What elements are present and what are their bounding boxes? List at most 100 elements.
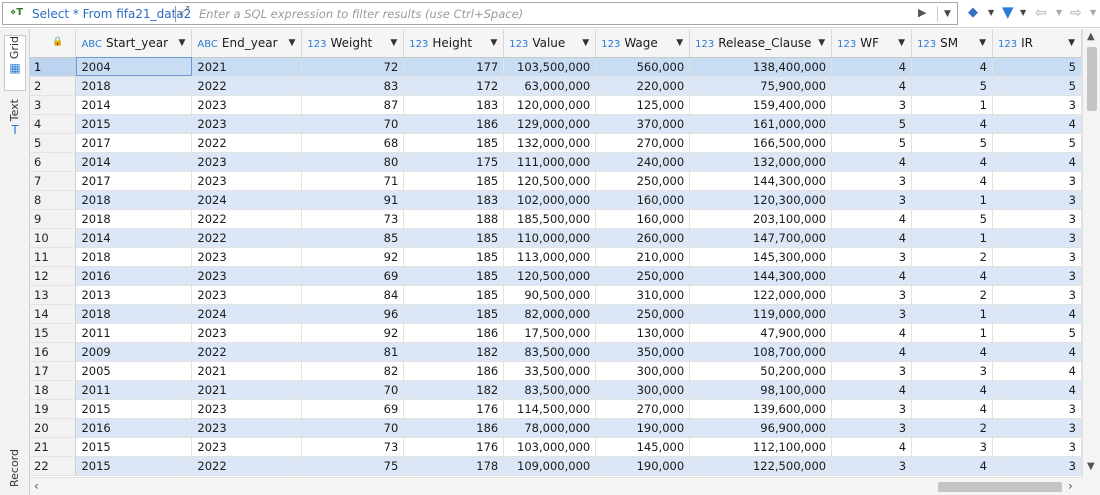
row-number[interactable]: 5: [30, 133, 77, 153]
filter-icon[interactable]: ▼: [1002, 3, 1014, 21]
table-cell[interactable]: 5: [992, 76, 1082, 96]
table-cell[interactable]: 108,700,000: [689, 342, 833, 362]
table-cell[interactable]: 2015: [75, 456, 193, 476]
table-cell[interactable]: 190,000: [595, 456, 691, 476]
row-number[interactable]: 7: [30, 171, 77, 191]
table-cell[interactable]: 350,000: [595, 342, 691, 362]
table-row[interactable]: 6 2014 2023 80 175 111,000,000 240,000 132,000,…: [30, 152, 1082, 172]
table-cell[interactable]: 139,600,000: [689, 399, 833, 419]
table-cell[interactable]: 125,000: [595, 95, 691, 115]
table-cell[interactable]: 3: [992, 266, 1082, 286]
table-cell[interactable]: 4: [911, 266, 993, 286]
table-cell[interactable]: 186: [403, 114, 505, 134]
tab-text[interactable]: Text T: [4, 99, 26, 163]
table-row[interactable]: 18 2011 2021 70 182 83,500,000 300,000 98,100,0…: [30, 380, 1082, 400]
table-cell[interactable]: 3: [831, 361, 913, 381]
table-cell[interactable]: 144,300,000: [689, 171, 833, 191]
table-row[interactable]: 7 2017 2023 71 185 120,500,000 250,000 144,300,…: [30, 171, 1082, 191]
table-cell[interactable]: 72: [301, 57, 405, 77]
table-cell[interactable]: 250,000: [595, 266, 691, 286]
arrow-left-icon[interactable]: ⇦: [1035, 5, 1047, 21]
table-cell[interactable]: 138,400,000: [689, 57, 833, 77]
table-cell[interactable]: 182: [403, 342, 505, 362]
table-row[interactable]: 4 2015 2023 70 186 129,000,000 370,000 161,000,…: [30, 114, 1082, 134]
table-cell[interactable]: 370,000: [595, 114, 691, 134]
table-cell[interactable]: 80: [301, 152, 405, 172]
table-cell[interactable]: 3: [992, 95, 1082, 115]
table-cell[interactable]: 4: [831, 323, 913, 343]
table-cell[interactable]: 4: [911, 171, 993, 191]
table-cell[interactable]: 69: [301, 399, 405, 419]
table-cell[interactable]: 47,900,000: [689, 323, 833, 343]
chevron-down-icon[interactable]: ▼: [1056, 8, 1063, 17]
table-cell[interactable]: 71: [301, 171, 405, 191]
table-cell[interactable]: 83: [301, 76, 405, 96]
table-cell[interactable]: 2021: [191, 380, 303, 400]
table-cell[interactable]: 4: [911, 399, 993, 419]
table-cell[interactable]: 145,000: [595, 437, 691, 457]
row-number[interactable]: 13: [30, 285, 77, 305]
table-cell[interactable]: 185: [403, 304, 505, 324]
column-header-weight[interactable]: 123 Weight ▼: [301, 29, 405, 58]
table-cell[interactable]: 4: [831, 209, 913, 229]
table-cell[interactable]: 2023: [191, 285, 303, 305]
row-number[interactable]: 2: [30, 76, 77, 96]
table-row[interactable]: 1 2004 2021 72 177 103,500,000 560,000 138,400,…: [30, 57, 1082, 77]
table-cell[interactable]: 2021: [191, 57, 303, 77]
table-cell[interactable]: 3: [831, 304, 913, 324]
table-cell[interactable]: 2021: [191, 361, 303, 381]
table-cell[interactable]: 5: [992, 323, 1082, 343]
table-cell[interactable]: 4: [992, 342, 1082, 362]
column-sort-dropdown-icon[interactable]: ▼: [979, 38, 986, 48]
table-cell[interactable]: 2015: [75, 437, 193, 457]
table-row[interactable]: 8 2018 2024 91 183 102,000,000 160,000 120,300,…: [30, 190, 1082, 210]
table-cell[interactable]: 3: [831, 456, 913, 476]
table-cell[interactable]: 3: [831, 247, 913, 267]
table-cell[interactable]: 78,000,000: [503, 418, 597, 438]
table-cell[interactable]: 186: [403, 323, 505, 343]
table-row[interactable]: 11 2018 2023 92 185 113,000,000 210,000 145,300…: [30, 247, 1082, 267]
table-cell[interactable]: 2023: [191, 171, 303, 191]
column-sort-dropdown-icon[interactable]: ▼: [390, 38, 398, 48]
table-cell[interactable]: 75,900,000: [689, 76, 833, 96]
column-header-value[interactable]: 123 Value ▼: [503, 29, 597, 58]
table-cell[interactable]: 2023: [191, 266, 303, 286]
table-cell[interactable]: 96,900,000: [689, 418, 833, 438]
table-cell[interactable]: 1: [911, 304, 993, 324]
table-cell[interactable]: 4: [831, 76, 913, 96]
table-cell[interactable]: 120,000,000: [503, 95, 597, 115]
table-cell[interactable]: 270,000: [595, 399, 691, 419]
table-row[interactable]: 5 2017 2022 68 185 132,000,000 270,000 166,500,…: [30, 133, 1082, 153]
filter-history-dropdown[interactable]: ▼: [937, 6, 957, 22]
table-cell[interactable]: 2014: [75, 95, 193, 115]
table-cell[interactable]: 4: [911, 152, 993, 172]
table-cell[interactable]: 84: [301, 285, 405, 305]
row-number[interactable]: 21: [30, 437, 77, 457]
column-sort-dropdown-icon[interactable]: ▼: [490, 38, 498, 48]
column-header-end-year[interactable]: ABC End_year ▼: [191, 29, 303, 58]
table-cell[interactable]: 3: [831, 418, 913, 438]
table-cell[interactable]: 4: [831, 57, 913, 77]
table-cell[interactable]: 2023: [191, 418, 303, 438]
table-cell[interactable]: 160,000: [595, 209, 691, 229]
table-cell[interactable]: 110,000,000: [503, 228, 597, 248]
table-cell[interactable]: 83,500,000: [503, 342, 597, 362]
table-row[interactable]: 14 2018 2024 96 185 82,000,000 250,000 119,000,…: [30, 304, 1082, 324]
vertical-scroll-thumb[interactable]: [1087, 47, 1097, 111]
table-cell[interactable]: 132,000,000: [689, 152, 833, 172]
table-cell[interactable]: 5: [911, 76, 993, 96]
table-cell[interactable]: 3: [992, 437, 1082, 457]
table-cell[interactable]: 4: [992, 304, 1082, 324]
table-cell[interactable]: 5: [831, 133, 913, 153]
column-header-start-year[interactable]: ABC Start_year ▼: [75, 29, 193, 58]
table-cell[interactable]: 130,000: [595, 323, 691, 343]
table-cell[interactable]: 2023: [191, 114, 303, 134]
table-cell[interactable]: 109,000,000: [503, 456, 597, 476]
table-cell[interactable]: 185: [403, 247, 505, 267]
table-cell[interactable]: 4: [911, 114, 993, 134]
table-cell[interactable]: 176: [403, 437, 505, 457]
table-cell[interactable]: 2018: [75, 247, 193, 267]
table-cell[interactable]: 250,000: [595, 304, 691, 324]
table-cell[interactable]: 1: [911, 323, 993, 343]
row-number[interactable]: 9: [30, 209, 77, 229]
